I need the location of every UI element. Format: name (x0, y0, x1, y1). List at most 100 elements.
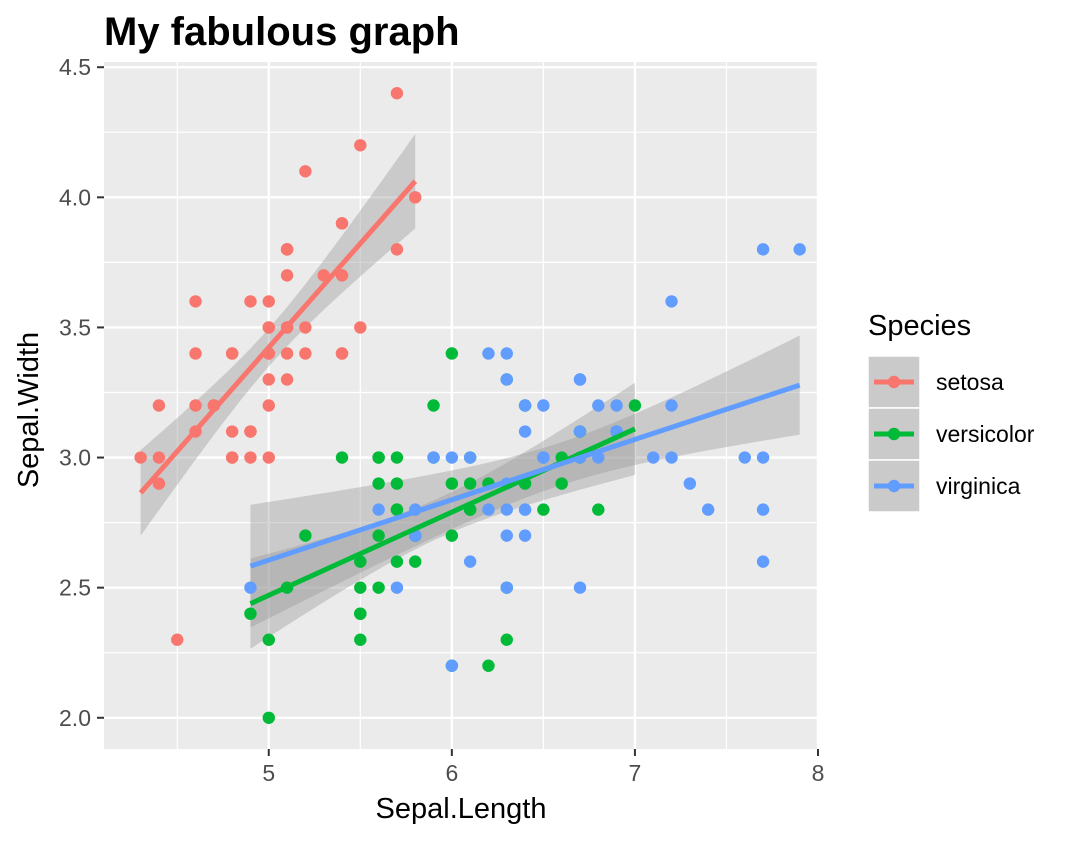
data-point-virginica (518, 529, 532, 542)
data-point-versicolor (372, 529, 385, 542)
data-point-versicolor (445, 347, 459, 360)
data-point-setosa (244, 451, 257, 464)
plot-panel (104, 62, 818, 749)
data-point-versicolor (299, 529, 312, 542)
data-point-virginica (482, 503, 495, 516)
x-tick-label: 6 (445, 760, 458, 786)
data-point-setosa (262, 451, 275, 464)
data-point-setosa (262, 373, 275, 386)
legend-label-virginica: virginica (936, 473, 1021, 499)
data-point-versicolor (372, 451, 385, 464)
y-tick-label: 4.0 (59, 184, 91, 210)
data-point-setosa (299, 165, 312, 178)
data-point-virginica (665, 295, 678, 308)
axes: 5 6 7 8 2.0 2.5 3.0 3.5 4.0 4.5 (59, 54, 824, 786)
data-point-virginica (537, 451, 550, 464)
data-point-virginica (537, 399, 550, 412)
data-point-setosa (409, 191, 422, 204)
data-point-virginica (573, 581, 587, 594)
y-tick-label: 2.5 (59, 575, 91, 601)
data-point-virginica (500, 373, 513, 386)
data-point-virginica (518, 399, 532, 412)
data-point-versicolor (482, 659, 495, 672)
data-point-virginica (500, 347, 513, 360)
x-tick-label: 5 (262, 760, 275, 786)
data-point-setosa (280, 347, 294, 360)
data-point-setosa (280, 269, 294, 282)
data-point-setosa (280, 243, 294, 256)
data-point-versicolor (463, 477, 477, 490)
data-point-virginica (683, 477, 697, 490)
x-tick-label: 8 (812, 760, 825, 786)
data-point-versicolor (390, 451, 404, 464)
legend-label-versicolor: versicolor (936, 421, 1035, 447)
legend-label-setosa: setosa (936, 369, 1004, 395)
y-tick-label: 3.0 (59, 445, 91, 471)
legend-key-dot-virginica (887, 479, 901, 493)
data-point-versicolor (372, 581, 385, 594)
data-point-virginica (756, 451, 770, 464)
data-point-virginica (482, 347, 495, 360)
data-point-versicolor (445, 529, 459, 542)
data-point-virginica (793, 243, 806, 256)
data-point-versicolor (372, 477, 385, 490)
data-point-virginica (500, 503, 513, 516)
data-point-virginica (463, 451, 477, 464)
data-point-virginica (500, 529, 513, 542)
data-point-virginica (445, 659, 459, 672)
legend: Species setosa versicolor virginica (867, 310, 1035, 513)
data-point-versicolor (500, 633, 513, 646)
data-point-virginica (445, 451, 459, 464)
data-point-virginica (701, 503, 715, 516)
y-tick-label: 2.0 (59, 705, 91, 731)
chart-title: My fabulous graph (104, 10, 460, 54)
data-point-versicolor (262, 711, 275, 724)
data-point-versicolor (592, 503, 605, 516)
data-point-versicolor (427, 399, 440, 412)
data-point-setosa (280, 373, 294, 386)
data-point-virginica (390, 581, 404, 594)
data-point-versicolor (335, 451, 349, 464)
data-point-virginica (518, 503, 532, 516)
data-point-versicolor (445, 477, 459, 490)
legend-title: Species (868, 310, 971, 342)
data-point-versicolor (390, 503, 404, 516)
data-point-setosa (134, 451, 147, 464)
data-point-setosa (262, 399, 275, 412)
data-point-virginica (592, 399, 605, 412)
data-point-versicolor (244, 607, 257, 620)
legend-key-dot-versicolor (887, 427, 901, 441)
data-point-versicolor (354, 633, 367, 646)
y-tick-label: 4.5 (59, 54, 91, 80)
data-point-setosa (354, 321, 367, 334)
data-point-setosa (189, 399, 202, 412)
data-point-virginica (573, 425, 587, 438)
y-tick-label: 3.5 (59, 314, 91, 340)
data-point-virginica (738, 451, 751, 464)
data-point-setosa (189, 295, 202, 308)
data-point-virginica (756, 243, 770, 256)
data-point-setosa (390, 87, 404, 100)
data-point-setosa (244, 295, 257, 308)
data-point-setosa (225, 451, 239, 464)
data-point-virginica (756, 555, 770, 568)
data-point-virginica (665, 451, 678, 464)
data-point-setosa (189, 347, 202, 360)
data-point-virginica (500, 581, 513, 594)
data-point-versicolor (390, 555, 404, 568)
data-point-versicolor (555, 477, 568, 490)
data-point-setosa (299, 347, 312, 360)
data-point-setosa (262, 295, 275, 308)
x-axis-title: Sepal.Length (376, 793, 547, 825)
data-point-virginica (665, 399, 678, 412)
data-point-setosa (152, 399, 166, 412)
data-point-virginica (647, 451, 660, 464)
data-point-setosa (225, 347, 239, 360)
data-point-setosa (354, 139, 367, 152)
data-point-versicolor (390, 477, 404, 490)
data-point-setosa (335, 347, 349, 360)
data-point-versicolor (537, 503, 550, 516)
x-tick-label: 7 (629, 760, 642, 786)
y-axis-title: Sepal.Width (13, 332, 45, 488)
